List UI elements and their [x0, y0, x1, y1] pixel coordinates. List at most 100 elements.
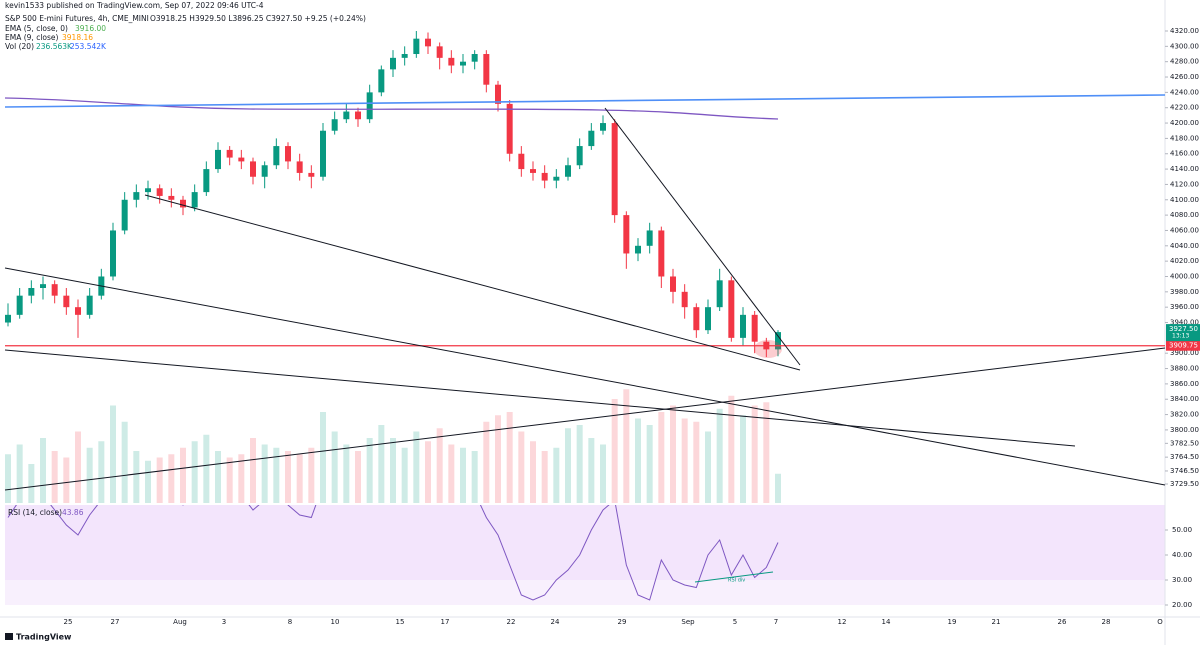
y-tick-label: 4060.00 — [1170, 226, 1199, 234]
volume-bar — [40, 438, 46, 503]
candle-body — [681, 291, 688, 308]
annotation: RSI div — [728, 578, 745, 584]
volume-bar — [390, 438, 396, 503]
volume-bar — [588, 438, 595, 503]
ema5-label: EMA (5, close, 0) — [5, 24, 68, 33]
y-tick-label: 4240.00 — [1170, 88, 1199, 96]
volume-bar — [530, 441, 536, 503]
candle-body — [483, 54, 490, 85]
sma-line — [4, 97, 779, 120]
candle-body — [436, 46, 443, 58]
volume-bar — [611, 399, 618, 503]
y-tick-label: 4200.00 — [1170, 119, 1199, 127]
vol-value: 236.563K — [36, 42, 73, 51]
x-tick-label: 19 — [948, 618, 957, 626]
candle-body — [460, 61, 466, 66]
volume-bar — [658, 412, 665, 503]
volume-bar — [180, 447, 186, 503]
y-tick-label: 3764.50 — [1170, 453, 1199, 461]
price-line-label: 3909.75 — [1169, 342, 1198, 350]
rsi-label: RSI (14, close) — [8, 508, 62, 517]
volume-bar — [98, 441, 105, 503]
x-tick-label: O — [1157, 618, 1163, 626]
y-tick-label: 4140.00 — [1170, 165, 1199, 173]
volume-bar — [296, 454, 303, 503]
candle-body — [156, 188, 163, 196]
y-tick-label: 4260.00 — [1170, 73, 1199, 81]
candle-body — [133, 192, 140, 200]
candle-body — [63, 295, 70, 308]
x-tick-label: 15 — [396, 618, 405, 626]
volume-bar — [436, 428, 443, 503]
logo-icon — [5, 633, 13, 640]
volume-bar — [238, 454, 245, 503]
trendline — [4, 347, 1166, 491]
volume-bar — [775, 473, 781, 503]
candle-body — [331, 119, 338, 131]
volume-bar — [5, 454, 11, 503]
candle-body — [600, 123, 606, 131]
volume-bar — [355, 451, 361, 503]
volume-bar — [716, 408, 723, 503]
ema9-label: EMA (9, close) — [5, 33, 59, 42]
volume-bar — [343, 444, 350, 503]
candle-body — [658, 230, 665, 277]
candle-body — [471, 54, 478, 62]
candle-body — [250, 161, 256, 177]
trendline — [4, 267, 1166, 486]
volume-bar — [460, 447, 466, 503]
y-tick-label: 4220.00 — [1170, 104, 1199, 112]
y-tick-label: 3729.50 — [1170, 480, 1199, 488]
y-tick-label: 4300.00 — [1170, 42, 1199, 50]
x-tick-label: 22 — [507, 618, 516, 626]
volume-bar — [623, 389, 630, 503]
volume-bar — [331, 431, 338, 503]
volume-bar — [565, 428, 571, 503]
volume-bar — [121, 421, 128, 503]
volume-bar — [483, 421, 490, 503]
y-tick-label: 3980.00 — [1170, 288, 1199, 296]
candle-body — [495, 84, 501, 104]
x-tick-label: 28 — [1102, 618, 1111, 626]
volume-bar — [763, 402, 770, 503]
candle-body — [121, 199, 128, 231]
volume-bar — [16, 444, 23, 503]
volume-bar — [320, 412, 326, 503]
candle-body — [448, 57, 455, 66]
volume-bar — [740, 415, 746, 503]
x-tick-label: 29 — [618, 618, 627, 626]
volume-bar — [751, 405, 758, 503]
last-price-label: 3927.50 — [1169, 325, 1198, 333]
candle-body — [611, 123, 618, 216]
volume-bar — [133, 451, 140, 503]
y-tick-label: 4040.00 — [1170, 242, 1199, 250]
rsi-tick-label: 20.00 — [1172, 601, 1192, 609]
candle-body — [285, 146, 291, 162]
candle-body — [553, 176, 560, 181]
blue-trendline — [4, 94, 1166, 108]
publisher: kevin1533 published on TradingView.com, … — [5, 1, 264, 10]
volume-bar — [203, 434, 210, 503]
candle-body — [273, 146, 280, 166]
candle-body — [226, 149, 233, 158]
volume-bar — [506, 412, 513, 503]
candle-body — [751, 314, 758, 342]
rsi-value: 43.86 — [62, 508, 84, 517]
candle-body — [378, 69, 385, 93]
candle-body — [75, 307, 81, 315]
volume-bar — [28, 464, 35, 503]
volume-bar — [448, 444, 455, 503]
vol-label: Vol (20) — [5, 42, 34, 51]
volume-bar — [215, 451, 221, 503]
candle-body — [110, 230, 116, 277]
symbol-title: S&P 500 E-mini Futures, 4h, CME_MINI — [5, 14, 149, 23]
candle-body — [541, 172, 548, 181]
volume-bar — [646, 425, 653, 503]
candle-body — [366, 92, 373, 120]
volume-bar — [670, 405, 676, 503]
x-tick-label: 14 — [882, 618, 891, 626]
candle-body — [296, 161, 303, 173]
candle-body — [565, 165, 571, 177]
volume-bar — [191, 441, 198, 503]
